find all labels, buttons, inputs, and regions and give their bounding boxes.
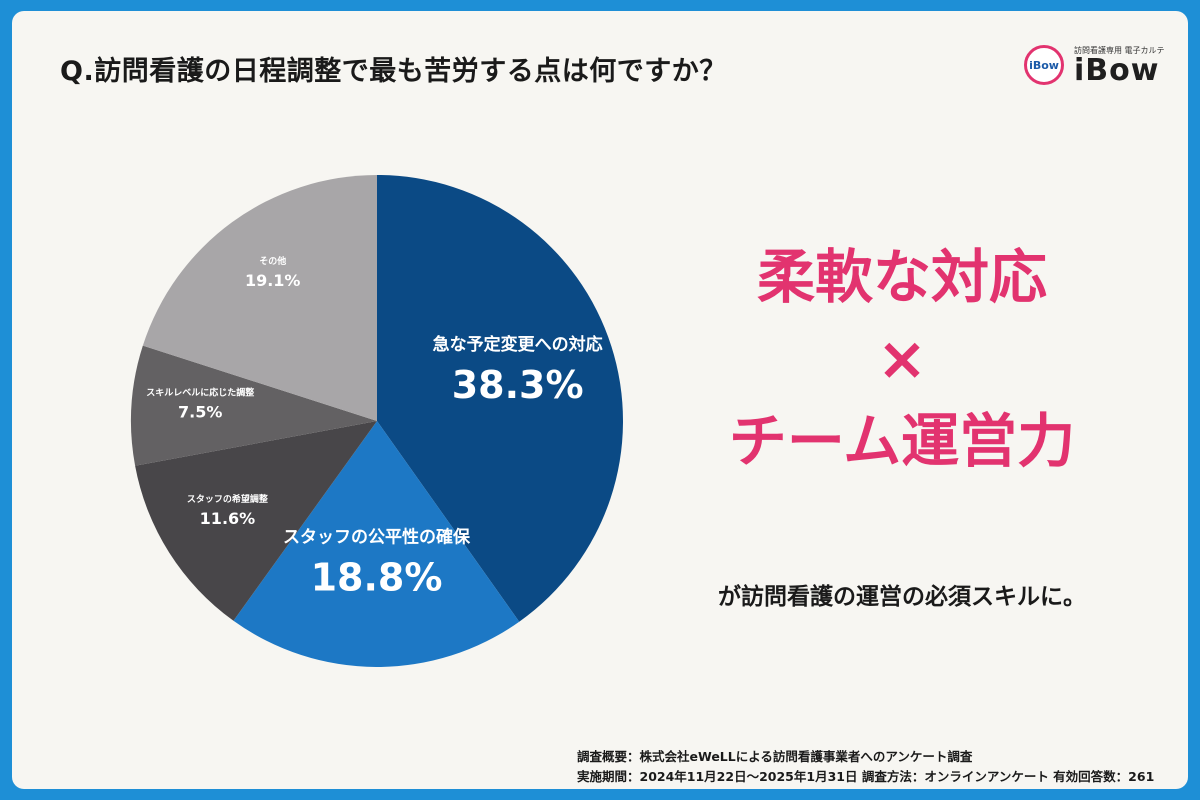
footer-line-2: 実施期間：2024年11月22日〜2025年1月31日 調査方法：オンラインアン… [577, 769, 1155, 784]
slice-value-1: 38.3% [452, 363, 584, 407]
pie-slice-4 [130, 345, 377, 466]
slice-value-3: 11.6% [200, 509, 256, 528]
card: Q.訪問看護の日程調整で最も苦労する点は何ですか？ iBow 訪問看護専用 電子… [12, 11, 1188, 789]
pie-chart: 急な予定変更への対応 38.3% スタッフの公平性の確保 18.8% スタッフの希望調整… [130, 175, 623, 667]
logo-badge: iBow [1024, 45, 1064, 85]
headline-cross: × [876, 324, 928, 394]
slice-label-3: スタッフの希望調整 [187, 493, 268, 505]
slice-value-4: 7.5% [178, 403, 222, 422]
survey-footer: 調査概要：株式会社eWeLLによる訪問看護事業者へのアンケート調査 実施期間：2… [577, 747, 1154, 787]
pie-slice-3 [135, 421, 377, 621]
headline-subline: が訪問看護の運営の必須スキルに。 [718, 584, 1086, 610]
slice-value-5: 19.1% [245, 271, 301, 290]
slice-label-5: その他 [259, 255, 286, 267]
page-title: Q.訪問看護の日程調整で最も苦労する点は何ですか？ [60, 56, 727, 87]
pie-slice-2 [233, 421, 520, 667]
slice-label-2: スタッフの公平性の確保 [283, 527, 471, 548]
headline: 柔軟な対応 × チーム運営力 [652, 241, 1152, 477]
pie-slice-5 [142, 175, 377, 421]
slice-label-4: スキルレベルに応じた調整 [146, 387, 254, 399]
pie-slice-1 [377, 175, 623, 622]
footer-line-1: 調査概要：株式会社eWeLLによる訪問看護事業者へのアンケート調査 [577, 749, 973, 764]
slice-value-2: 18.8% [311, 556, 443, 600]
logo: iBow 訪問看護専用 電子カルテ iBow [1024, 39, 1174, 99]
headline-line2: チーム運営力 [728, 407, 1076, 475]
logo-name: iBow [1074, 53, 1160, 88]
headline-line1: 柔軟な対応 [756, 243, 1047, 311]
logo-subtitle: 訪問看護専用 電子カルテ [1074, 46, 1165, 55]
slice-label-1: 急な予定変更への対応 [433, 334, 603, 355]
